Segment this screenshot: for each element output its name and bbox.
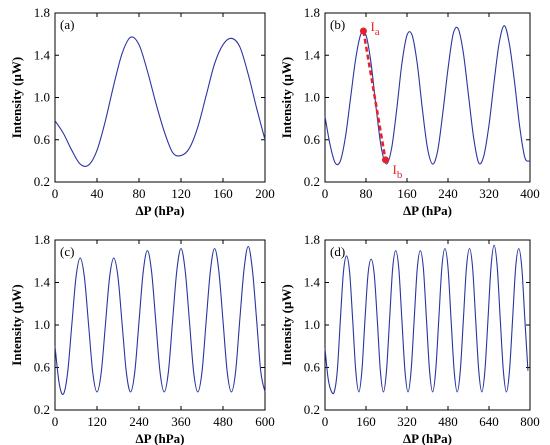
panel: 0 80 160 240 320 400 0.2 0.6 1.0 1.4 1.8 ΔP (hPa) In… bbox=[279, 5, 540, 218]
panel: 0 40 80 120 160 200 0.2 0.6 1.0 1.4 1.8 ΔP (hPa) Int… bbox=[9, 5, 275, 218]
y-tick-label: 1.0 bbox=[34, 317, 50, 332]
x-axis-label: ΔP (hPa) bbox=[136, 431, 185, 445]
y-tick-label: 0.6 bbox=[304, 360, 321, 375]
x-tick-label: 80 bbox=[133, 186, 146, 201]
y-tick-label: 0.2 bbox=[304, 174, 320, 189]
plot-frame bbox=[324, 12, 531, 183]
x-tick-label: 160 bbox=[397, 186, 417, 201]
y-tick-label: 1.4 bbox=[34, 275, 51, 290]
data-line bbox=[54, 245, 266, 395]
annotation-point bbox=[381, 156, 389, 164]
data-line bbox=[54, 36, 266, 167]
y-tick-label: 0.2 bbox=[34, 174, 50, 189]
y-axis-label: Intensity (μW) bbox=[9, 57, 24, 138]
x-tick-label: 640 bbox=[479, 414, 499, 429]
x-tick-label: 240 bbox=[438, 186, 458, 201]
x-tick-label: 240 bbox=[129, 414, 149, 429]
y-tick-label: 0.2 bbox=[304, 402, 320, 417]
y-axis-label: Intensity (μW) bbox=[279, 57, 294, 138]
annotation-label: Ia bbox=[370, 19, 379, 38]
x-axis-label: ΔP (hPa) bbox=[403, 431, 452, 445]
x-tick-label: 160 bbox=[213, 186, 233, 201]
panel-label: (a) bbox=[60, 17, 74, 32]
y-tick-label: 1.8 bbox=[34, 5, 50, 20]
x-tick-label: 160 bbox=[356, 414, 376, 429]
panel-label: (d) bbox=[330, 244, 345, 259]
annotation-label: Ib bbox=[392, 162, 402, 181]
y-tick-label: 1.8 bbox=[304, 232, 320, 247]
plot-frame bbox=[324, 239, 531, 411]
annotation-subscript: a bbox=[375, 26, 380, 38]
y-axis-label: Intensity (μW) bbox=[9, 284, 24, 365]
x-tick-label: 80 bbox=[360, 186, 373, 201]
annotation-subscript: b bbox=[397, 169, 403, 181]
y-tick-label: 0.2 bbox=[34, 402, 50, 417]
y-tick-label: 1.0 bbox=[34, 90, 50, 105]
x-axis-label: ΔP (hPa) bbox=[403, 203, 452, 218]
x-tick-label: 120 bbox=[87, 414, 107, 429]
data-line bbox=[324, 244, 529, 395]
x-tick-label: 0 bbox=[52, 414, 59, 429]
x-tick-label: 320 bbox=[397, 414, 417, 429]
x-tick-label: 360 bbox=[171, 414, 191, 429]
panel-label: (b) bbox=[330, 17, 345, 32]
y-tick-label: 0.6 bbox=[34, 360, 51, 375]
y-tick-label: 1.4 bbox=[304, 47, 321, 62]
y-tick-label: 0.6 bbox=[304, 132, 321, 147]
y-tick-label: 1.0 bbox=[304, 90, 320, 105]
data-line bbox=[324, 25, 531, 166]
x-tick-label: 320 bbox=[479, 186, 499, 201]
x-tick-label: 800 bbox=[520, 414, 540, 429]
x-tick-label: 0 bbox=[322, 186, 329, 201]
x-tick-label: 0 bbox=[52, 186, 59, 201]
x-axis-label: ΔP (hPa) bbox=[136, 203, 185, 218]
y-tick-label: 1.4 bbox=[34, 47, 51, 62]
annotation-text: I bbox=[392, 162, 396, 177]
x-tick-label: 0 bbox=[322, 414, 329, 429]
y-tick-label: 0.6 bbox=[34, 132, 51, 147]
annotation-text: I bbox=[370, 19, 374, 34]
annotation-point bbox=[359, 27, 367, 35]
panel: 0 160 320 480 640 800 0.2 0.6 1.0 1.4 1.8 ΔP (hPa) I… bbox=[279, 232, 540, 445]
x-tick-label: 600 bbox=[255, 414, 275, 429]
y-tick-label: 1.8 bbox=[34, 232, 50, 247]
x-tick-label: 40 bbox=[91, 186, 104, 201]
plot-frame bbox=[54, 12, 266, 183]
x-tick-label: 480 bbox=[438, 414, 458, 429]
x-tick-label: 120 bbox=[171, 186, 191, 201]
annotation-connector bbox=[362, 30, 387, 161]
y-tick-label: 1.4 bbox=[304, 275, 321, 290]
panel: 0 120 240 360 480 600 0.2 0.6 1.0 1.4 1.8 ΔP (hPa) I… bbox=[9, 232, 275, 445]
y-tick-label: 1.0 bbox=[304, 317, 320, 332]
y-axis-label: Intensity (μW) bbox=[279, 284, 294, 365]
x-tick-label: 400 bbox=[520, 186, 540, 201]
x-tick-label: 480 bbox=[213, 414, 233, 429]
x-tick-label: 200 bbox=[255, 186, 275, 201]
y-tick-label: 1.8 bbox=[304, 5, 320, 20]
panel-label: (c) bbox=[60, 244, 74, 259]
